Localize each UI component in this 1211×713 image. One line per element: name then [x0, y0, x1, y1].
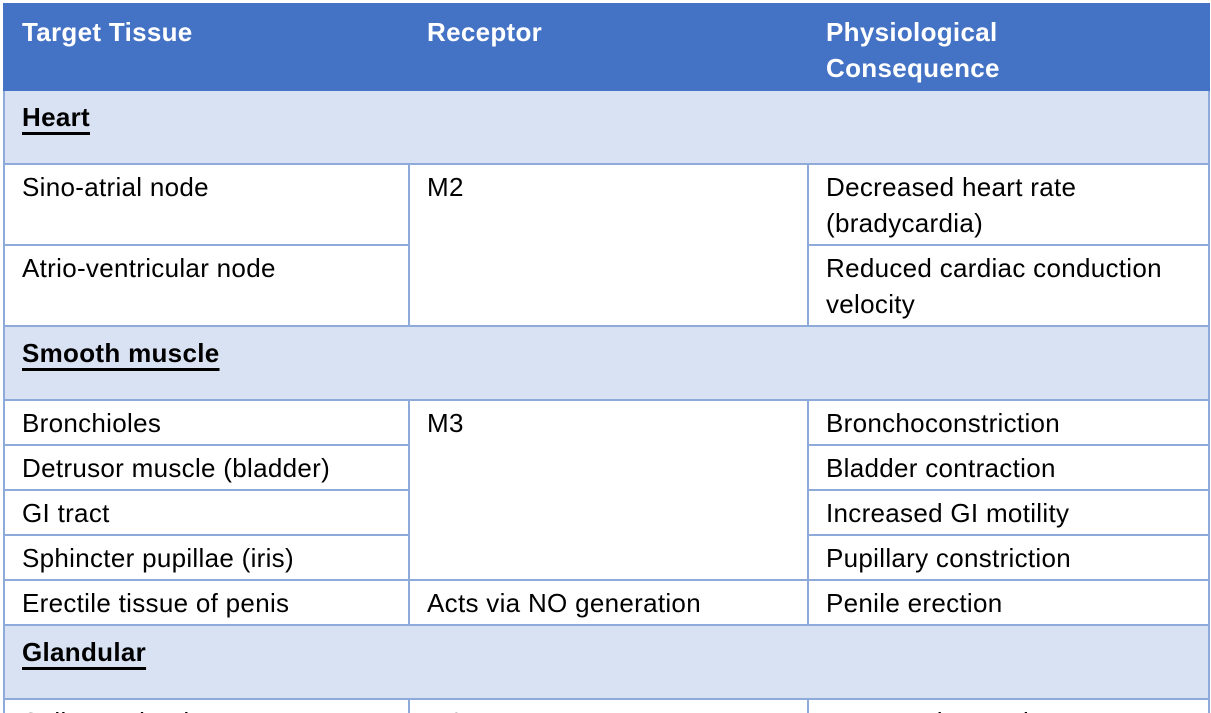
cell-consequence: Decreased heart rate (bradycardia) — [807, 163, 1210, 246]
header-physiological-consequence-label: Physiological Consequence — [826, 17, 1000, 83]
header-physiological-consequence: Physiological Consequence — [807, 3, 1210, 91]
table-row: Bronchioles M3 Bronchoconstriction — [3, 399, 1210, 581]
section-row-heart: Heart — [3, 89, 1210, 165]
table-row: GI tract Increased GI motility — [3, 489, 1210, 536]
cell-consequence: Bronchoconstriction — [807, 399, 1210, 446]
cell-tissue: Sino-atrial node — [3, 163, 410, 246]
cell-tissue: Detrusor muscle (bladder) — [3, 444, 410, 491]
section-title-glandular: Glandular — [22, 637, 147, 667]
cell-consequence: Increased GI motility — [807, 489, 1210, 536]
cell-tissue: Sphincter pupillae (iris) — [3, 534, 410, 581]
section-title-heart: Heart — [22, 102, 90, 132]
cell-tissue: Erectile tissue of penis — [3, 579, 410, 626]
cell-tissue: Salivary glands — [3, 698, 410, 713]
section-row-glandular: Glandular — [3, 624, 1210, 700]
cell-tissue: Bronchioles — [3, 399, 410, 446]
cell-consequence: Penile erection — [807, 579, 1210, 626]
cell-receptor: Acts via NO generation — [408, 579, 809, 626]
cell-consequence: Increased secretion — [807, 698, 1210, 713]
section-title-smooth-muscle: Smooth muscle — [22, 338, 220, 368]
table-row: Sphincter pupillae (iris) Pupillary cons… — [3, 534, 1210, 581]
cell-tissue: Atrio-ventricular node — [3, 244, 410, 327]
header-receptor: Receptor — [408, 3, 809, 91]
header-target-tissue: Target Tissue — [3, 3, 410, 91]
cell-consequence: Pupillary constriction — [807, 534, 1210, 581]
header-target-tissue-label: Target Tissue — [22, 17, 193, 47]
section-cell-heart: Heart — [3, 89, 1210, 165]
cell-consequence: Reduced cardiac conduction velocity — [807, 244, 1210, 327]
cell-receptor: M2 — [408, 163, 809, 327]
section-cell-glandular: Glandular — [3, 624, 1210, 700]
table-row: Erectile tissue of penis Acts via NO gen… — [3, 579, 1210, 626]
cell-tissue: GI tract — [3, 489, 410, 536]
muscarinic-receptor-table: Target Tissue Receptor Physiological Con… — [3, 3, 1210, 713]
section-row-smooth-muscle: Smooth muscle — [3, 325, 1210, 401]
header-receptor-label: Receptor — [427, 17, 543, 47]
cell-receptor: M3 — [408, 698, 809, 713]
cell-consequence: Bladder contraction — [807, 444, 1210, 491]
table-row: Atrio-ventricular node Reduced cardiac c… — [3, 244, 1210, 327]
table-header-row: Target Tissue Receptor Physiological Con… — [3, 3, 1210, 91]
table-row: Salivary glands M3 Increased secretion — [3, 698, 1210, 713]
table-row: Detrusor muscle (bladder) Bladder contra… — [3, 444, 1210, 491]
table-row: Sino-atrial node M2 Decreased heart rate… — [3, 163, 1210, 327]
section-cell-smooth-muscle: Smooth muscle — [3, 325, 1210, 401]
cell-receptor: M3 — [408, 399, 809, 581]
